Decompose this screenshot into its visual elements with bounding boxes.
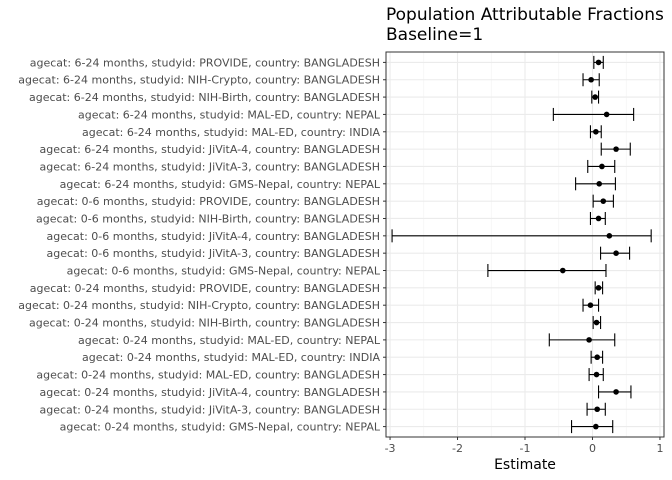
y-tick-label: agecat: 6-24 months, studyid: MAL-ED, co… <box>78 108 381 121</box>
error-bar <box>571 420 614 434</box>
y-tick-label: agecat: 0-24 months, studyid: JiVitA-4, … <box>39 386 380 399</box>
estimate-point <box>559 267 566 274</box>
y-tick-label: agecat: 0-24 months, studyid: MAL-ED, co… <box>36 369 380 382</box>
estimate-point <box>588 76 594 83</box>
estimate-point <box>596 181 603 187</box>
y-tick-label: agecat: 0-6 months, studyid: PROVIDE, co… <box>37 195 380 208</box>
x-tick-label: -1 <box>520 442 531 455</box>
y-tick-label: agecat: 0-6 months, studyid: JiVitA-4, c… <box>46 230 380 243</box>
y-tick-label: agecat: 0-6 months, studyid: GMS-Nepal, … <box>67 265 381 278</box>
y-tick-label: agecat: 0-24 months, studyid: NIH-Crypto… <box>18 299 380 312</box>
estimate-point <box>606 233 613 239</box>
y-tick-label: agecat: 0-6 months, studyid: JiVitA-3, c… <box>46 247 380 260</box>
error-bar <box>487 264 607 278</box>
y-tick-label: agecat: 6-24 months, studyid: NIH-Crypto… <box>18 74 380 87</box>
estimate-point <box>595 215 602 222</box>
estimate-point <box>594 406 600 413</box>
estimate-point <box>600 198 607 204</box>
y-tick-label: agecat: 0-24 months, studyid: JiVitA-3, … <box>39 403 380 416</box>
x-tick-label: 1 <box>656 442 663 455</box>
x-axis-title: Estimate <box>494 457 556 473</box>
estimate-point <box>593 371 600 378</box>
estimate-point <box>613 146 619 152</box>
y-tick-label: agecat: 6-24 months, studyid: PROVIDE, c… <box>30 56 380 69</box>
y-tick-label: agecat: 0-24 months, studyid: MAL-ED, co… <box>78 334 381 347</box>
estimate-points <box>559 59 619 430</box>
y-axis-labels: agecat: 6-24 months, studyid: PROVIDE, c… <box>18 56 386 434</box>
error-bar <box>552 107 635 121</box>
estimate-point <box>592 94 598 100</box>
x-axis-ticks: -3 -2 -1 0 1 <box>385 437 663 455</box>
estimate-point <box>613 389 619 395</box>
estimate-point <box>593 128 599 135</box>
estimate-point <box>593 319 600 326</box>
chart-subtitle: Baseline=1 <box>386 25 483 45</box>
y-tick-label: agecat: 6-24 months, studyid: GMS-Nepal,… <box>60 178 381 191</box>
error-bar <box>575 177 616 191</box>
y-tick-label: agecat: 6-24 months, studyid: MAL-ED, co… <box>82 126 380 139</box>
y-tick-label: agecat: 6-24 months, studyid: JiVitA-3, … <box>39 160 380 173</box>
x-tick-label: -3 <box>385 442 396 455</box>
estimate-point <box>603 111 610 118</box>
y-tick-label: agecat: 6-24 months, studyid: NIH-Birth,… <box>29 91 380 104</box>
y-tick-label: agecat: 0-24 months, studyid: PROVIDE, c… <box>30 282 380 295</box>
y-tick-label: agecat: 0-24 months, studyid: NIH-Birth,… <box>29 317 380 330</box>
y-tick-label: agecat: 0-24 months, studyid: MAL-ED, co… <box>82 351 380 364</box>
estimate-point <box>594 354 600 361</box>
estimate-point <box>599 163 605 170</box>
error-bar <box>548 333 616 347</box>
estimate-point <box>587 302 594 308</box>
estimate-point <box>613 250 619 256</box>
y-tick-label: agecat: 6-24 months, studyid: JiVitA-4, … <box>39 143 380 156</box>
estimate-point <box>586 337 592 343</box>
estimate-point <box>593 423 599 430</box>
estimate-point <box>595 285 602 291</box>
chart-title: Population Attributable Fractions <box>386 5 664 25</box>
x-tick-label: -2 <box>452 442 463 455</box>
y-tick-label: agecat: 0-6 months, studyid: NIH-Birth, … <box>36 212 380 225</box>
estimate-point <box>595 59 602 66</box>
y-tick-label: agecat: 0-24 months, studyid: GMS-Nepal,… <box>60 421 381 434</box>
x-tick-label: 0 <box>589 442 596 455</box>
